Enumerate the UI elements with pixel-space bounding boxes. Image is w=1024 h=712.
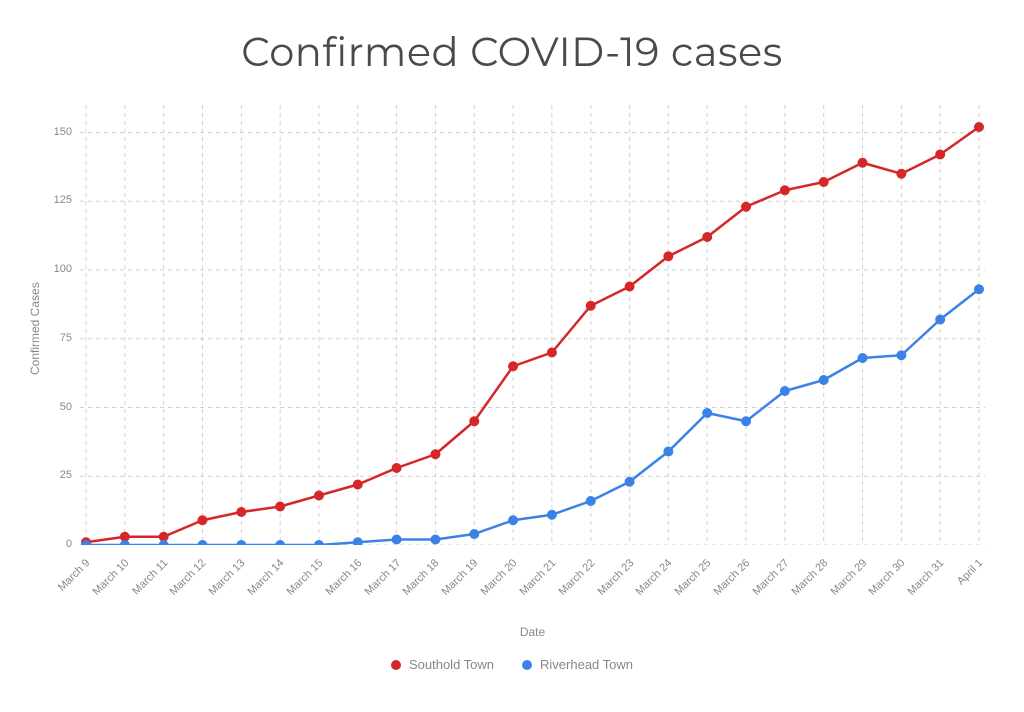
x-tick: March 20: [511, 557, 519, 565]
x-tick: March 23: [628, 557, 636, 565]
legend-label: Southold Town: [409, 657, 494, 672]
y-tick: 100: [54, 263, 72, 275]
x-tick: March 30: [899, 557, 907, 565]
x-tick: March 18: [433, 557, 441, 565]
legend-item: Riverhead Town: [522, 657, 633, 672]
y-tick: 150: [54, 126, 72, 138]
y-tick: 125: [54, 194, 72, 206]
x-tick: March 25: [705, 557, 713, 565]
x-tick: March 14: [278, 557, 286, 565]
x-tick: March 26: [744, 557, 752, 565]
x-tick: March 21: [550, 557, 558, 565]
x-tick: March 24: [666, 557, 674, 565]
x-tick: March 9: [84, 557, 92, 565]
legend-label: Riverhead Town: [540, 657, 633, 672]
x-tick: March 31: [938, 557, 946, 565]
chart-plot: [80, 105, 985, 545]
chart-title: Confirmed COVID-19 cases: [0, 0, 1024, 77]
x-tick: March 22: [589, 557, 597, 565]
y-tick: 75: [60, 332, 72, 344]
legend-marker: [522, 660, 532, 670]
x-tick: March 28: [822, 557, 830, 565]
y-axis-label: Confirmed Cases: [28, 282, 42, 375]
x-tick: March 17: [395, 557, 403, 565]
y-tick: 25: [60, 469, 72, 481]
x-tick: March 19: [472, 557, 480, 565]
legend-marker: [391, 660, 401, 670]
y-tick: 0: [66, 538, 72, 550]
x-tick: March 13: [239, 557, 247, 565]
x-tick: March 15: [317, 557, 325, 565]
legend-item: Southold Town: [391, 657, 494, 672]
x-tick: March 27: [783, 557, 791, 565]
x-tick: March 12: [200, 557, 208, 565]
y-tick: 50: [60, 401, 72, 413]
x-tick: April 1: [977, 557, 985, 565]
x-tick: March 11: [162, 557, 170, 565]
x-tick: March 16: [356, 557, 364, 565]
x-axis-label: Date: [80, 625, 985, 639]
x-tick: March 29: [861, 557, 869, 565]
legend: Southold Town Riverhead Town: [0, 657, 1024, 673]
x-tick: March 10: [123, 557, 131, 565]
chart-container: Confirmed COVID-19 cases Confirmed Cases…: [0, 0, 1024, 712]
